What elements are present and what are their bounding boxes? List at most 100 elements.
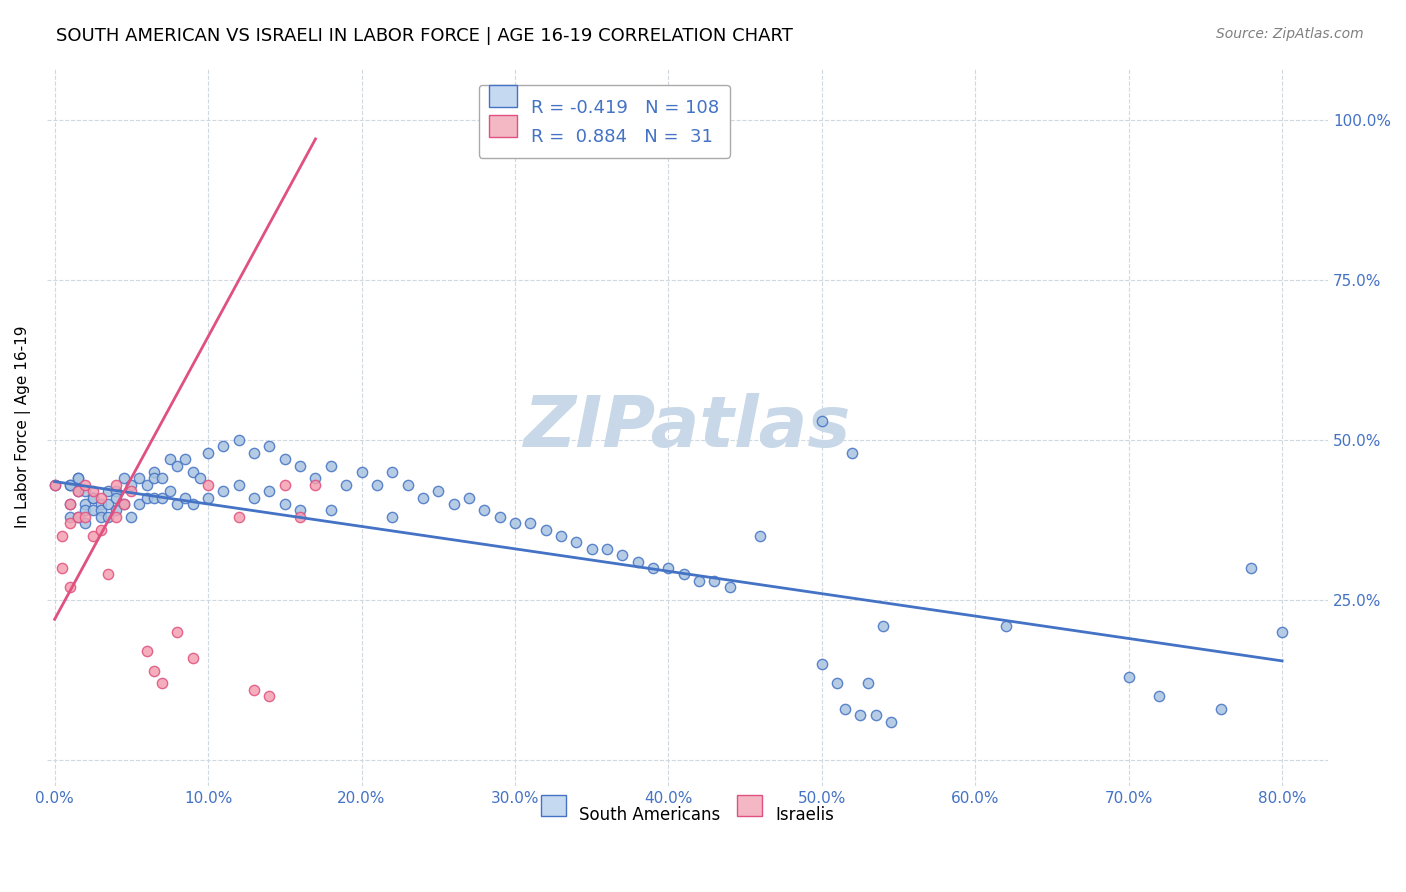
South Americans <box>880 714 903 729</box>
South Americans <box>749 529 772 543</box>
South Americans <box>120 477 142 491</box>
Israelis <box>274 477 297 491</box>
South Americans <box>811 414 834 428</box>
Israelis <box>105 477 128 491</box>
South Americans <box>197 446 219 460</box>
South Americans <box>834 702 856 716</box>
South Americans <box>105 491 128 505</box>
South Americans <box>458 491 481 505</box>
South Americans <box>112 497 135 511</box>
South Americans <box>641 561 664 575</box>
South Americans <box>243 446 266 460</box>
Israelis <box>75 477 97 491</box>
South Americans <box>143 471 166 485</box>
Israelis <box>97 567 120 582</box>
South Americans <box>443 497 465 511</box>
Israelis <box>66 484 89 499</box>
South Americans <box>657 561 679 575</box>
South Americans <box>381 465 404 479</box>
South Americans <box>274 452 297 467</box>
South Americans <box>75 484 97 499</box>
South Americans <box>75 503 97 517</box>
South Americans <box>181 497 204 511</box>
South Americans <box>97 509 120 524</box>
South Americans <box>97 497 120 511</box>
South Americans <box>128 471 150 485</box>
South Americans <box>396 477 419 491</box>
South Americans <box>59 497 82 511</box>
Y-axis label: In Labor Force | Age 16-19: In Labor Force | Age 16-19 <box>15 326 31 528</box>
Israelis <box>228 509 250 524</box>
Israelis <box>59 580 82 594</box>
Israelis <box>90 523 112 537</box>
Israelis <box>44 477 66 491</box>
South Americans <box>350 465 373 479</box>
South Americans <box>381 509 404 524</box>
South Americans <box>150 471 173 485</box>
Israelis <box>51 529 73 543</box>
South Americans <box>872 618 894 632</box>
South Americans <box>319 458 342 473</box>
South Americans <box>75 516 97 531</box>
Israelis <box>82 484 104 499</box>
South Americans <box>243 491 266 505</box>
South Americans <box>865 708 887 723</box>
Israelis <box>59 497 82 511</box>
South Americans <box>319 503 342 517</box>
South Americans <box>519 516 541 531</box>
South Americans <box>90 503 112 517</box>
South Americans <box>97 484 120 499</box>
Israelis <box>135 644 157 658</box>
South Americans <box>174 491 197 505</box>
Israelis <box>288 509 311 524</box>
South Americans <box>135 477 157 491</box>
South Americans <box>534 523 557 537</box>
South Americans <box>1240 561 1263 575</box>
South Americans <box>304 471 326 485</box>
Israelis <box>112 497 135 511</box>
South Americans <box>672 567 695 582</box>
South Americans <box>366 477 388 491</box>
Israelis <box>166 625 188 640</box>
South Americans <box>59 477 82 491</box>
South Americans <box>82 491 104 505</box>
South Americans <box>66 471 89 485</box>
South Americans <box>612 548 634 562</box>
South Americans <box>274 497 297 511</box>
South Americans <box>66 509 89 524</box>
South Americans <box>66 484 89 499</box>
South Americans <box>627 555 650 569</box>
Israelis <box>181 650 204 665</box>
South Americans <box>181 465 204 479</box>
South Americans <box>75 497 97 511</box>
South Americans <box>841 446 863 460</box>
Israelis <box>197 477 219 491</box>
Israelis <box>120 484 142 499</box>
Israelis <box>143 664 166 678</box>
South Americans <box>174 452 197 467</box>
South Americans <box>288 458 311 473</box>
South Americans <box>596 541 619 556</box>
Israelis <box>243 682 266 697</box>
South Americans <box>581 541 603 556</box>
South Americans <box>159 452 181 467</box>
South Americans <box>166 458 188 473</box>
South Americans <box>335 477 357 491</box>
South Americans <box>228 433 250 447</box>
South Americans <box>503 516 526 531</box>
South Americans <box>259 439 281 453</box>
South Americans <box>550 529 572 543</box>
South Americans <box>228 477 250 491</box>
South Americans <box>856 676 879 690</box>
South Americans <box>412 491 434 505</box>
South Americans <box>1271 625 1294 640</box>
South Americans <box>105 503 128 517</box>
Israelis <box>66 509 89 524</box>
South Americans <box>120 509 142 524</box>
South Americans <box>288 503 311 517</box>
South Americans <box>128 497 150 511</box>
Legend: South Americans, Israelis: South Americans, Israelis <box>531 795 844 835</box>
South Americans <box>166 497 188 511</box>
South Americans <box>197 491 219 505</box>
Israelis <box>259 689 281 703</box>
